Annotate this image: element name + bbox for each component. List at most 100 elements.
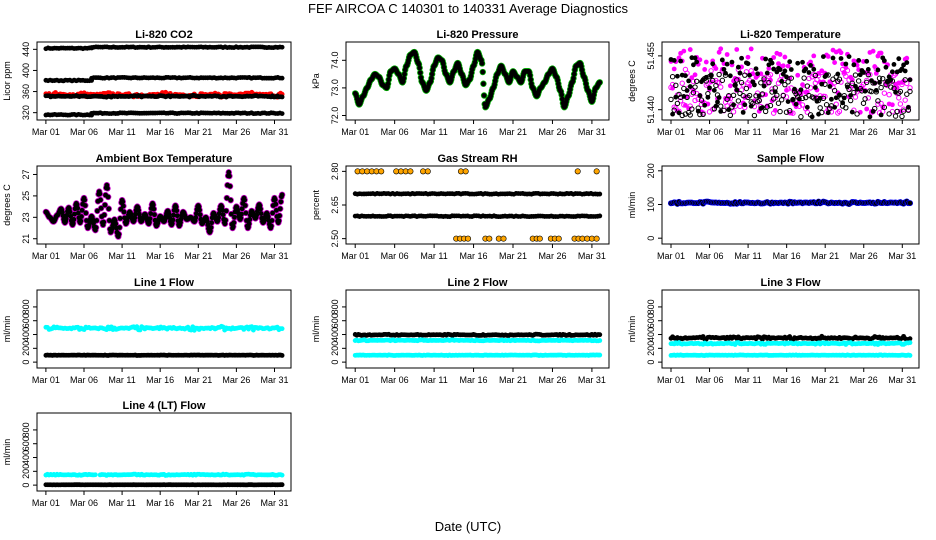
x-tick-label: Mar 21 (499, 375, 527, 385)
x-tick-label: Mar 06 (70, 375, 98, 385)
data-point (843, 61, 849, 67)
data-point (94, 218, 100, 223)
data-point (681, 102, 687, 108)
data-point (105, 185, 110, 191)
data-point (897, 101, 904, 107)
data-point (878, 50, 884, 56)
data-point (702, 102, 708, 108)
data-point (270, 210, 275, 216)
data-point (93, 225, 99, 230)
series-cyan-upper (668, 340, 913, 347)
data-point (120, 199, 126, 205)
y-tick-label: 200 (646, 341, 656, 356)
data-point (668, 96, 674, 103)
series-temperature-black- (668, 54, 913, 120)
data-point (760, 105, 765, 110)
data-point (767, 102, 774, 109)
data-point (732, 82, 738, 88)
x-tick-label: Mar 01 (32, 127, 60, 137)
series-level-2-60 (352, 213, 603, 220)
data-point (687, 47, 693, 52)
y-axis-label: degrees C (627, 60, 637, 102)
data-point (785, 63, 791, 69)
data-point (775, 100, 782, 106)
y-tick-label: 400 (21, 63, 31, 78)
data-point (238, 215, 244, 221)
data-point (746, 92, 753, 99)
data-point (227, 173, 232, 179)
data-point (269, 218, 275, 223)
y-tick-label: 100 (646, 197, 656, 212)
data-point (559, 92, 565, 98)
data-point (907, 85, 913, 91)
x-tick-label: Mar 01 (32, 375, 60, 385)
data-point (846, 77, 852, 83)
data-point (738, 79, 745, 86)
data-point (761, 83, 767, 89)
data-point (683, 73, 688, 79)
data-point (770, 110, 777, 116)
data-point (875, 101, 881, 107)
series-black (668, 333, 913, 343)
data-point (782, 81, 788, 88)
data-point (64, 212, 70, 218)
y-tick-label: 600 (646, 313, 656, 328)
y-tick-label: 51.440 (646, 96, 656, 124)
data-point (852, 72, 859, 78)
data-point (769, 60, 775, 66)
data-point (851, 89, 857, 96)
x-tick-label: Mar 06 (381, 375, 409, 385)
data-point (753, 66, 759, 72)
data-point (878, 112, 884, 118)
data-point (852, 94, 859, 100)
chart-title: Line 1 Flow (134, 277, 194, 289)
data-point (782, 68, 788, 74)
data-point (843, 105, 849, 111)
data-point (748, 103, 754, 109)
x-tick-label: Mar 06 (696, 375, 724, 385)
data-point (780, 63, 786, 69)
data-point (729, 104, 735, 110)
plot-area (667, 198, 914, 208)
y-tick-label: 800 (330, 299, 340, 314)
data-point (279, 192, 285, 198)
data-point (856, 58, 862, 63)
data-point (801, 75, 807, 81)
data-point (880, 75, 886, 82)
data-point (793, 101, 799, 107)
plot-area (668, 333, 913, 358)
data-point (527, 73, 533, 78)
data-point (174, 208, 180, 214)
data-point (692, 55, 698, 61)
data-point (804, 83, 811, 89)
data-point (844, 67, 851, 74)
data-point (571, 71, 577, 77)
plot-frame (345, 41, 610, 121)
plot-area (43, 323, 285, 358)
data-point (799, 102, 806, 108)
series-low-outliers (453, 235, 600, 242)
data-point (273, 201, 279, 207)
data-point (117, 215, 123, 221)
data-point (417, 65, 423, 71)
data-point (136, 207, 142, 213)
data-point (243, 210, 249, 216)
data-point (713, 103, 719, 109)
data-point (907, 340, 913, 346)
figure-title: FEF AIRCOA C 140301 to 140331 Average Di… (308, 1, 628, 16)
data-point (815, 72, 822, 79)
data-point (747, 72, 752, 78)
plot-frame (36, 289, 292, 369)
data-point (692, 72, 698, 78)
y-axis-label: kPa (311, 73, 321, 89)
data-point (224, 195, 230, 201)
data-point (847, 97, 854, 104)
data-point (865, 71, 871, 78)
data-point (677, 94, 684, 101)
data-point (673, 82, 679, 89)
data-point (855, 78, 862, 84)
data-point (769, 86, 775, 92)
x-tick-label: Mar 31 (578, 375, 606, 385)
